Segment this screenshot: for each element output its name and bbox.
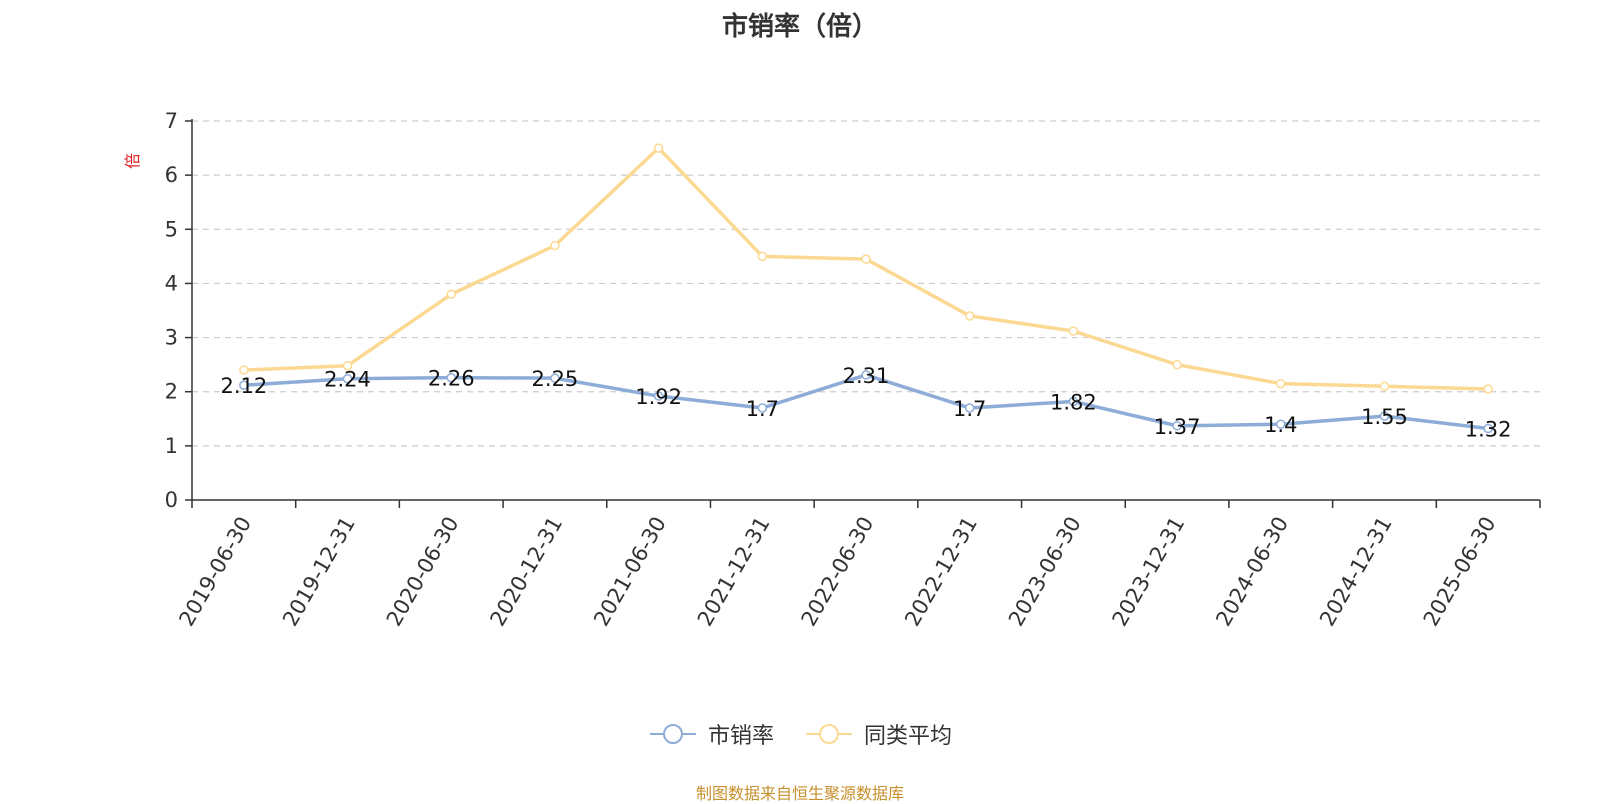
x-tick-label: 2024-12-31 <box>1315 513 1397 631</box>
x-tick-label: 2021-06-30 <box>589 513 671 631</box>
data-label: 2.12 <box>220 374 267 398</box>
chart-title: 市销率（倍） <box>721 12 878 42</box>
data-point <box>964 403 975 413</box>
y-tick-label: 1 <box>165 434 178 458</box>
data-label: 1.82 <box>1050 390 1097 414</box>
x-tick-label: 2021-12-31 <box>693 513 775 631</box>
legend-line-circle-icon <box>806 724 852 744</box>
data-point <box>446 372 456 383</box>
y-tick-label: 6 <box>165 163 178 187</box>
data-point <box>1276 419 1286 429</box>
data-label: 2.25 <box>532 367 579 391</box>
data-label: 2.24 <box>324 368 371 392</box>
data-point <box>342 360 353 371</box>
data-point <box>1068 396 1079 407</box>
y-axis: 0 1 2 3 4 5 6 7 倍 <box>123 109 193 512</box>
data-label: 2.26 <box>428 367 475 391</box>
legend-item-0[interactable]: 市销率 <box>648 718 774 750</box>
x-tick-label: 2023-12-31 <box>1108 513 1190 631</box>
x-tick-label: 2025-06-30 <box>1419 513 1501 631</box>
data-point <box>653 143 664 153</box>
data-point <box>1379 381 1390 392</box>
data-point <box>1172 359 1182 370</box>
data-point <box>1379 411 1390 421</box>
data-label: 1.7 <box>953 397 986 421</box>
data-point <box>653 391 664 401</box>
line-chart: 0 1 2 3 4 5 6 7 倍 2019-06-30 2019-12-31 2020-06-30… <box>123 109 1541 631</box>
y-axis-label: 倍 <box>123 153 142 169</box>
legend-circle <box>819 724 839 744</box>
x-tick-label: 2022-12-31 <box>900 513 982 631</box>
data-label: 2.31 <box>843 364 890 388</box>
data-label: 1.92 <box>635 385 682 409</box>
y-tick-label: 0 <box>165 488 178 512</box>
series-line <box>243 146 1489 391</box>
legend-label: 市销率 <box>707 724 774 749</box>
legend-circle <box>662 724 683 744</box>
data-point <box>342 373 353 384</box>
x-tick-label: 2020-12-31 <box>485 513 567 631</box>
data-point <box>239 380 249 390</box>
y-tick-label: 4 <box>165 271 178 295</box>
x-tick-label: 2019-06-30 <box>174 513 256 631</box>
x-tick-label: 2019-12-31 <box>278 513 360 631</box>
legend: 市销率 同类平均 <box>0 718 1600 750</box>
data-point <box>1172 421 1182 431</box>
data-point <box>1483 384 1493 394</box>
data-point <box>757 403 768 413</box>
legend-label: 同类平均 <box>864 724 953 749</box>
x-tick-label: 2024-06-30 <box>1211 513 1293 631</box>
x-tick-label: 2022-06-30 <box>797 513 879 631</box>
series-lines <box>239 143 1493 434</box>
data-label: 1.4 <box>1264 413 1297 437</box>
data-point <box>239 365 249 375</box>
x-axis: 2019-06-30 2019-12-31 2020-06-30 2020-12-31… <box>174 499 1541 631</box>
y-tick-label: 5 <box>165 217 178 241</box>
data-point <box>757 251 768 262</box>
data-point <box>861 370 871 380</box>
y-tick-label: 7 <box>165 109 178 133</box>
grid-lines <box>192 120 1540 447</box>
x-tick-label: 2020-06-30 <box>382 513 464 631</box>
y-tick-label: 2 <box>165 380 178 404</box>
data-point <box>1276 378 1286 389</box>
data-label: 1.32 <box>1465 418 1512 442</box>
data-point <box>550 240 560 251</box>
data-point <box>964 311 975 321</box>
legend-line-circle-icon <box>649 724 696 744</box>
data-label: 1.55 <box>1361 405 1408 429</box>
data-label: 1.7 <box>746 397 779 421</box>
x-tick-label: 2023-06-30 <box>1004 513 1086 631</box>
legend-item-1[interactable]: 同类平均 <box>804 718 952 750</box>
data-labels: 2.12 2.24 2.26 2.25 1.92 1.7 2.31 1.7 1.82 1.37 1.… <box>220 364 1511 442</box>
data-point <box>1483 423 1493 434</box>
data-point <box>1068 326 1079 336</box>
data-label: 1.37 <box>1154 415 1201 439</box>
y-tick-label: 3 <box>165 326 178 350</box>
data-point <box>446 289 456 300</box>
data-point <box>861 254 871 264</box>
data-source-note: 制图数据来自恒生聚源数据库 <box>695 784 904 803</box>
data-point <box>550 373 560 383</box>
